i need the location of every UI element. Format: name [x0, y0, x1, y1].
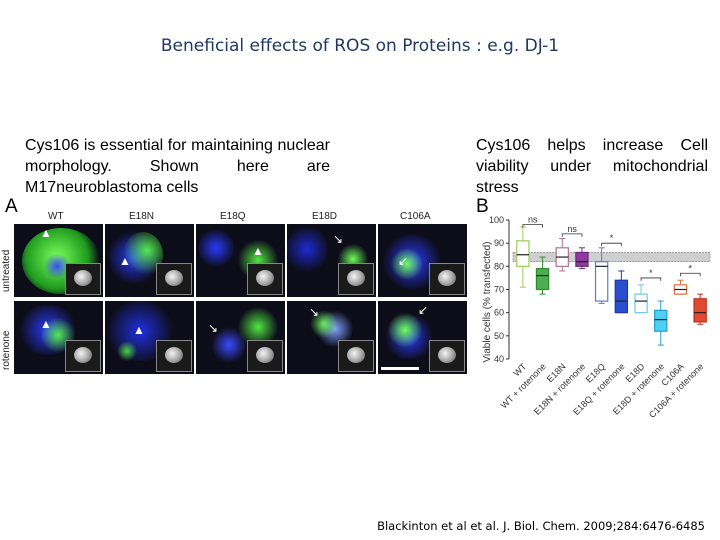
micrograph-grid: ▲ ▲ ▲ ↘ ↙ ▲ ▲ ↘: [14, 224, 467, 374]
slide-title: Beneficial effects of ROS on Proteins : …: [160, 36, 560, 56]
box-8: [654, 300, 668, 346]
left-caption: Cys106 is essential for maintaining nucl…: [25, 137, 330, 196]
micrograph-c106a-untreated: ↙: [378, 224, 467, 297]
reference-band: [512, 252, 711, 263]
micrograph-e18d-rotenone: ↘: [287, 301, 376, 374]
significance-label: ns: [528, 215, 538, 225]
box-9: [673, 279, 688, 295]
panel-b-letter: B: [476, 196, 489, 217]
panel-a-letter: A: [5, 196, 18, 217]
right-caption: Cys106 helps increase Cell viability und…: [476, 137, 708, 196]
micrograph-e18d-untreated: ↘: [287, 224, 376, 297]
micrograph-c106a-rotenone: ↙: [378, 301, 467, 374]
box-body: [594, 261, 609, 302]
box-4: [575, 247, 589, 270]
micrograph-e18q-untreated: ▲: [196, 224, 285, 297]
viability-box-chart: Viable cells (% transfected) 40 50 60 70 80 9…: [482, 215, 711, 420]
y-tick-label: 50: [494, 331, 504, 341]
micrograph-wt-rotenone: ▲: [14, 301, 103, 374]
nucleus-inset: [65, 340, 101, 372]
micrograph-e18q-rotenone: ↘: [196, 301, 285, 374]
box-3: [555, 238, 569, 272]
nucleus-inset: [429, 263, 465, 295]
y-tick-label: 60: [494, 308, 504, 318]
chart-axes: 40 50 60 70 80 90 100: [489, 215, 510, 364]
box-body: [516, 240, 530, 267]
y-axis-label: Viable cells (% transfected): [482, 242, 493, 363]
significance-bracket: [601, 242, 622, 247]
y-tick-label: 70: [494, 285, 504, 295]
box-group: [516, 226, 707, 346]
nucleus-inset: [429, 340, 465, 372]
column-header-e18q: E18Q: [220, 211, 246, 222]
micrograph-e18n-untreated: ▲: [105, 224, 194, 297]
box-6: [614, 270, 629, 314]
significance-bracket: [640, 277, 662, 281]
significance-bracket: [680, 272, 701, 277]
significance-label: *: [689, 263, 693, 273]
box-body: [535, 268, 550, 291]
y-tick-label: 90: [494, 238, 504, 248]
y-tick-label: 100: [489, 215, 504, 225]
box-body: [575, 251, 589, 267]
box-body: [614, 279, 629, 314]
significance-bracket: [522, 224, 543, 228]
nucleus-inset: [247, 263, 283, 295]
nucleus-inset: [156, 340, 192, 372]
y-tick-label: 40: [494, 354, 504, 364]
y-tick-label: 80: [494, 261, 504, 271]
column-header-e18d: E18D: [312, 211, 338, 222]
nucleus-inset: [338, 340, 374, 372]
significance-label: ns: [567, 224, 577, 234]
nucleus-inset: [247, 340, 283, 372]
column-header-wt: WT: [48, 211, 64, 222]
box-body: [693, 298, 707, 323]
box-7: [634, 284, 648, 314]
nucleus-inset: [156, 263, 192, 295]
annotation-group: ns ns * * *: [522, 215, 701, 281]
box-10: [693, 293, 707, 325]
micrograph-wt-untreated: ▲: [14, 224, 103, 297]
significance-label: *: [610, 233, 614, 243]
citation: Blackinton et al et al. J. Biol. Chem. 2…: [377, 519, 705, 533]
box-body: [634, 293, 648, 314]
nucleus-inset: [338, 263, 374, 295]
box-2: [535, 256, 550, 295]
scale-bar: [381, 367, 419, 370]
box-1: [516, 226, 530, 288]
box-5: [594, 247, 609, 304]
box-body: [654, 309, 668, 332]
row-header-untreated: untreated: [1, 249, 12, 292]
nucleus-inset: [65, 263, 101, 295]
significance-bracket: [561, 233, 583, 237]
column-header-c106a: C106A: [400, 211, 431, 222]
column-header-e18n: E18N: [129, 211, 155, 222]
micrograph-e18n-rotenone: ▲: [105, 301, 194, 374]
row-header-rotenone: rotenone: [1, 330, 12, 370]
significance-label: *: [649, 268, 653, 278]
reference-band-rect: [512, 252, 711, 263]
